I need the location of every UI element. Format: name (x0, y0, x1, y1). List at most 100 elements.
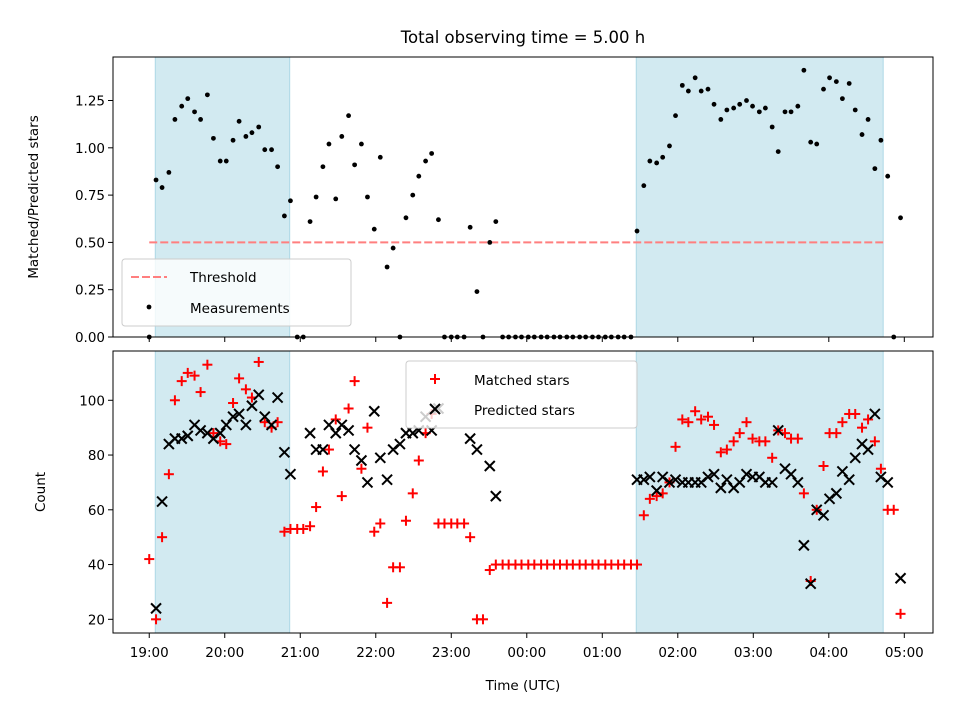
predicted-star-point (862, 443, 874, 456)
predicted-star-point (284, 468, 297, 480)
measurement-point (782, 109, 788, 115)
matched-star-point (683, 417, 694, 428)
matched-star-point (375, 518, 386, 529)
predicted-star-point (381, 473, 393, 486)
matched-star-point (888, 504, 899, 515)
x-tick-label: 00:00 (507, 645, 546, 661)
predicted-star-point (150, 602, 162, 615)
measurement-point (724, 107, 730, 113)
predicted-star-point (772, 424, 784, 437)
measurement-point (436, 217, 441, 223)
predicted-star-point (330, 427, 342, 439)
predicted-star-point (271, 391, 284, 404)
matched-star-point (144, 554, 155, 565)
matched-star-point (163, 469, 174, 480)
measurement-point (192, 109, 197, 115)
top-shaded-spans (154, 56, 884, 338)
matched-star-point (670, 441, 681, 452)
matched-star-point (400, 515, 411, 526)
bottom-y-axis-label: Count (33, 472, 49, 512)
matched-star-point (323, 444, 334, 455)
predicted-star-point (317, 443, 329, 456)
matched-star-point (837, 417, 848, 428)
predicted-star-point (265, 419, 278, 431)
measurement-point (307, 219, 313, 224)
x-tick-label: 21:00 (281, 645, 320, 661)
measurement-point (705, 86, 711, 92)
matched-star-point (644, 493, 655, 504)
matched-star-point (317, 466, 328, 477)
measurement-point (416, 173, 422, 179)
predicted-star-point (342, 424, 355, 437)
matched-stars-points (144, 356, 906, 625)
predicted-star-point (176, 432, 188, 445)
measurement-point (339, 134, 345, 139)
measurement-point (839, 96, 845, 102)
x-tick-label: 05:00 (885, 645, 924, 661)
measurement-point (769, 124, 775, 130)
measurement-point (288, 198, 293, 204)
predicted-star-point (233, 408, 245, 420)
predicted-star-point (721, 473, 733, 486)
measurement-point (467, 224, 473, 230)
matched-star-point (818, 460, 829, 471)
matched-star-point (651, 491, 662, 502)
predicted-star-point (766, 476, 778, 489)
matched-star-point (477, 614, 488, 625)
measurement-point (788, 109, 794, 115)
predicted-star-point (214, 427, 226, 439)
predicted-star-point (650, 484, 663, 497)
measurement-point (718, 117, 724, 122)
measurement-point (262, 147, 268, 153)
measurement-point (377, 154, 383, 160)
predicted-star-point (182, 430, 194, 442)
predicted-star-point (368, 405, 380, 417)
legend-plus-marker (430, 374, 440, 384)
predicted-star-point (798, 539, 810, 552)
matched-star-point (208, 428, 219, 439)
predicted-star-point (785, 468, 797, 480)
predicted-star-point (464, 432, 476, 445)
measurement-point (647, 158, 653, 164)
measurement-point (256, 124, 262, 130)
top-legend: Threshold Measurements (121, 258, 352, 327)
measurement-point (429, 151, 435, 156)
bottom-legend: Matched stars Predicted stars (405, 360, 638, 429)
measurement-point (833, 79, 839, 84)
measurement-point (872, 166, 878, 172)
predicted-star-point (644, 471, 656, 483)
measurement-point (634, 228, 640, 234)
matched-star-point (157, 532, 168, 543)
x-tick-label: 04:00 (809, 645, 848, 661)
predicted-star-point (240, 419, 252, 431)
measurement-point (846, 81, 852, 86)
measurement-point (852, 107, 858, 113)
measurement-point (750, 103, 755, 109)
matched-star-point (195, 387, 206, 398)
predicted-star-point (323, 419, 335, 431)
predicted-star-point (804, 578, 817, 590)
predicted-star-point (361, 476, 374, 489)
predicted-star-point (881, 476, 894, 489)
y-tick-label: 0.00 (75, 330, 105, 346)
matched-star-point (715, 447, 726, 458)
measurement-point (243, 134, 249, 139)
measurement-point (172, 117, 178, 122)
matched-star-point (831, 428, 842, 439)
measurement-point (775, 149, 781, 154)
measurement-point (731, 105, 737, 111)
y-tick-label: 1.00 (75, 141, 105, 157)
matched-star-point (202, 359, 213, 370)
measurement-point (821, 86, 826, 92)
measurement-point (737, 101, 743, 107)
predicted-star-point (374, 452, 386, 464)
predicted-star-point (894, 572, 907, 584)
measurement-point (320, 164, 326, 170)
matched-star-point (696, 414, 707, 425)
y-tick-label: 0.75 (75, 188, 105, 204)
measurement-point (795, 103, 801, 109)
y-tick-label: 80 (88, 448, 105, 464)
matched-star-point (221, 439, 232, 450)
legend-x-marker (429, 403, 441, 415)
predicted-star-point (830, 487, 843, 500)
